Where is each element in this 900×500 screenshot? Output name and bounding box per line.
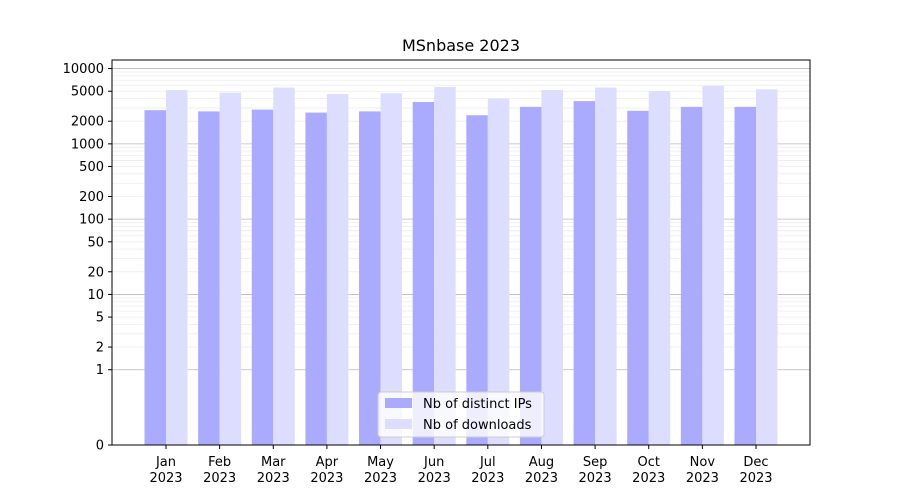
x-tick-label-year: 2023 [203, 471, 236, 486]
x-tick-label-year: 2023 [471, 471, 504, 486]
x-tick-label-month: Aug [529, 455, 554, 470]
x-tick-label-year: 2023 [418, 471, 451, 486]
legend-swatch-distinct-ips [385, 398, 412, 408]
x-tick-label-month: Feb [208, 455, 231, 470]
bar-distinct-ips [734, 106, 756, 445]
x-tick-label-month: Sep [583, 455, 608, 470]
bar-downloads [434, 86, 456, 445]
bar-distinct-ips [198, 111, 220, 445]
y-tick-label: 100 [79, 213, 104, 228]
y-tick-label: 500 [79, 160, 104, 175]
x-tick-label-year: 2023 [364, 471, 397, 486]
x-tick-label-year: 2023 [525, 471, 558, 486]
y-tick-label: 2000 [71, 115, 104, 130]
x-tick-label-year: 2023 [149, 471, 182, 486]
x-tick-label-year: 2023 [632, 471, 665, 486]
bar-distinct-ips [680, 106, 703, 445]
y-tick-label: 5 [96, 311, 104, 326]
bar-downloads [487, 98, 510, 446]
legend-label-distinct-ips: Nb of distinct IPs [423, 397, 532, 412]
x-tick-label-month: Apr [316, 455, 339, 470]
x-tick-label-year: 2023 [310, 471, 343, 486]
bar-downloads [541, 89, 563, 445]
x-tick-label-year: 2023 [257, 471, 290, 486]
bar-downloads [273, 87, 295, 446]
bar-distinct-ips [359, 111, 381, 445]
x-tick-label-month: Mar [261, 455, 286, 470]
bar-downloads [326, 93, 349, 445]
y-tick-label: 10 [87, 288, 104, 303]
bar-distinct-ips [573, 101, 596, 445]
bars [144, 85, 778, 446]
bar-downloads [702, 85, 724, 446]
y-tick-label: 1000 [71, 137, 104, 152]
chart-title: MSnbase 2023 [402, 36, 520, 55]
y-tick-label: 10000 [63, 62, 104, 77]
x-tick-label-month: Jul [479, 455, 496, 470]
bar-downloads [756, 89, 778, 445]
x-tick-label-year: 2023 [579, 471, 612, 486]
y-tick-label: 200 [79, 190, 104, 205]
x-tick-label-month: Dec [743, 455, 768, 470]
legend-box [377, 391, 545, 438]
x-tick-label-month: Jun [423, 455, 444, 470]
x-tick-label-year: 2023 [686, 471, 719, 486]
x-tick-label-month: May [367, 455, 394, 470]
y-tick-label: 5000 [71, 85, 104, 100]
bar-downloads [380, 93, 403, 445]
legend-label-downloads: Nb of downloads [423, 418, 532, 433]
bar-distinct-ips [519, 106, 542, 445]
y-tick-label: 0 [96, 439, 104, 454]
y-tick-label: 20 [87, 265, 104, 280]
bar-distinct-ips [466, 115, 488, 445]
bar-distinct-ips [251, 109, 274, 445]
x-tick-label-month: Jan [155, 455, 176, 470]
bar-distinct-ips [627, 110, 649, 446]
x-tick-label-month: Oct [637, 455, 659, 470]
x-axis: Jan2023Feb2023Mar2023Apr2023May2023Jun20… [149, 445, 773, 486]
plot-frame [111, 59, 811, 446]
bar-distinct-ips [305, 112, 327, 445]
bar-distinct-ips [412, 101, 435, 446]
bar-downloads [648, 91, 671, 446]
bar-downloads [219, 92, 242, 445]
y-tick-label: 1 [96, 363, 104, 378]
y-axis: 0 1 2 5 10 20 50 100 200 500 1000 2000 5000 10000 [63, 62, 112, 454]
legend: Nb of distinct IPs Nb of downloads [377, 391, 545, 438]
bar-distinct-ips [144, 110, 166, 445]
bar-downloads [166, 89, 188, 445]
x-tick-label-month: Nov [690, 455, 716, 470]
x-tick-label-year: 2023 [739, 471, 772, 486]
y-tick-label: 50 [87, 235, 104, 250]
y-tick-label: 2 [96, 341, 104, 356]
bar-downloads [595, 87, 617, 446]
legend-swatch-downloads [385, 419, 412, 429]
